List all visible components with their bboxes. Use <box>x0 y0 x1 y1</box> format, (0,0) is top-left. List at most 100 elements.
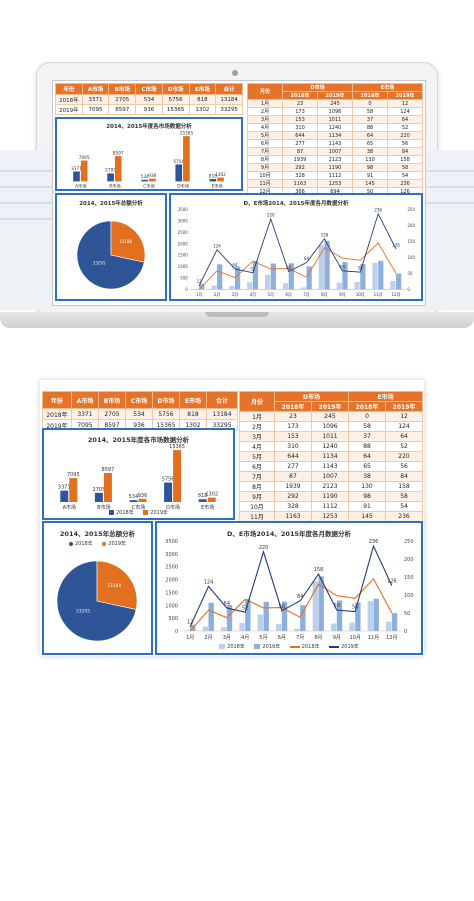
legend-label: 2018年 <box>301 644 320 650</box>
bar <box>239 623 245 631</box>
table-row: 8月 1939 2123 130 158 <box>239 481 424 492</box>
table-cell: 818 <box>188 94 217 105</box>
table-cell: 158 <box>387 155 423 164</box>
bar <box>318 245 324 290</box>
table-cell: 310 <box>282 123 318 132</box>
legend-label: 2018年 <box>74 541 93 547</box>
bar <box>138 498 147 502</box>
category-label: 11月 <box>374 292 383 297</box>
y-tick-right: 250 <box>404 539 414 545</box>
table-cell: 1253 <box>310 511 350 522</box>
month-cell: 6月 <box>239 461 275 472</box>
data-label: 936 <box>138 493 148 499</box>
bar <box>360 263 366 290</box>
pie-chart-title: 2014、2015年总额分析 <box>59 530 136 538</box>
data-label: 1302 <box>215 172 226 178</box>
bar <box>217 264 223 290</box>
table-cell: 328 <box>274 501 312 512</box>
table-cell: 292 <box>274 491 312 502</box>
legend-label: 2019年 <box>262 644 281 650</box>
month-cell: 1月 <box>239 411 275 422</box>
table-row: 1月 23 245 0 12 <box>247 99 423 108</box>
category-label: C市场 <box>132 504 146 511</box>
y-tick-left: 500 <box>180 276 188 281</box>
table-cell: 1096 <box>317 107 353 116</box>
legend-item: 2019年 <box>143 509 168 516</box>
screen-combo-chart: D、E市场2014、2015年度各月数据分析 0 500 1000 1500 2000 25… <box>169 193 423 301</box>
table-cell: 220 <box>385 451 424 462</box>
category-label: 3月 <box>232 292 239 297</box>
y-tick-right: 0 <box>407 287 410 292</box>
category-label: C市场 <box>143 182 154 189</box>
category-label: D市场 <box>177 182 189 189</box>
data-label: 818 <box>209 173 217 179</box>
table-cell: 292 <box>282 163 318 172</box>
pie-chart: 2014、2015年总额分析 2018年 2019年 33295 13184 <box>42 521 153 655</box>
bar <box>391 613 398 631</box>
bar <box>312 581 318 631</box>
table-cell: 534 <box>125 408 153 420</box>
table-cell: 9月 <box>247 163 283 172</box>
bar <box>265 274 271 290</box>
table-cell: 245 <box>317 99 353 108</box>
pie-slice <box>56 560 137 642</box>
data-label: 54 <box>358 266 364 271</box>
data-label: 8597 <box>102 467 115 473</box>
table-cell: 54 <box>387 171 423 180</box>
y-tick-left: 1000 <box>165 603 178 609</box>
monthly-header-year: 2019年 <box>385 401 424 412</box>
category-label: 1月 <box>186 635 194 641</box>
y-tick-left: 2000 <box>165 578 178 584</box>
table-cell: 88 <box>348 441 387 452</box>
table-cell: 1134 <box>310 451 350 462</box>
y-tick-left: 3500 <box>178 207 189 212</box>
table-cell: 3371 <box>71 408 99 420</box>
market-chart-legend: 2018年 2019年 <box>44 509 233 516</box>
data-label: 56 <box>286 265 292 270</box>
category-label: 9月 <box>339 292 346 297</box>
category-label: 10月 <box>356 292 365 297</box>
table-cell: 15365 <box>161 104 190 115</box>
table-cell: 6月 <box>247 139 283 148</box>
screen-combo-chart-title: D、E市场2014、2015年度各月数据分析 <box>244 199 349 207</box>
table-row: 2月 173 1096 58 124 <box>239 421 424 432</box>
bar <box>198 499 207 502</box>
bar <box>183 136 190 182</box>
table-cell: 1190 <box>310 491 350 502</box>
bar <box>336 600 343 631</box>
screen-market-chart: 2014、2015年度各市场数据分析 3371 7095 A市场 2705 8597 B市场… <box>55 117 243 191</box>
data-label: 126 <box>387 579 397 585</box>
bar <box>324 240 330 290</box>
screen-market-chart-title: 2014、2015年度各市场数据分析 <box>106 122 192 130</box>
table-cell: 64 <box>385 431 424 442</box>
table-row: 9月 292 1190 98 58 <box>247 163 423 172</box>
category-label: B市场 <box>97 504 110 511</box>
bar <box>294 628 300 631</box>
table-cell: 1011 <box>310 431 350 442</box>
data-label: 13184 <box>107 583 121 589</box>
table-cell: 310 <box>274 441 312 452</box>
table-cell: 5756 <box>152 408 180 420</box>
category-label: A市场 <box>63 504 76 511</box>
table-cell: 58 <box>348 421 387 432</box>
legend-swatch <box>289 645 300 648</box>
table-cell: 2123 <box>317 155 353 164</box>
market-table-wrap: 年份 A市场 B市场 C市场 D市场 E市场 合计 2018年 3371 270… <box>42 391 238 431</box>
category-label: 11月 <box>368 635 379 641</box>
legend-label: 2019年 <box>150 510 169 516</box>
table-cell: 173 <box>274 421 312 432</box>
table-cell: 1134 <box>317 131 353 140</box>
table-cell: 33295 <box>215 104 243 115</box>
table-cell: 23 <box>274 411 312 422</box>
table-cell: 2月 <box>247 107 283 116</box>
data-label: 58 <box>340 264 346 269</box>
table-cell: 87 <box>274 471 312 482</box>
combo-chart-svg: 0 500 1000 1500 2000 2500 3000 3500 0 50 100 150 200… <box>165 539 414 641</box>
data-label: 7095 <box>67 472 80 478</box>
laptop-screen: 年份 A市场 B市场 C市场 D市场 E市场 合计 2018年 3371 2705 534 5756… <box>52 80 426 306</box>
y-tick-right: 0 <box>404 629 407 635</box>
laptop-notch <box>205 312 269 317</box>
pie-slice <box>96 560 138 610</box>
data-label: 52 <box>242 605 248 611</box>
table-cell: 1112 <box>310 501 350 512</box>
